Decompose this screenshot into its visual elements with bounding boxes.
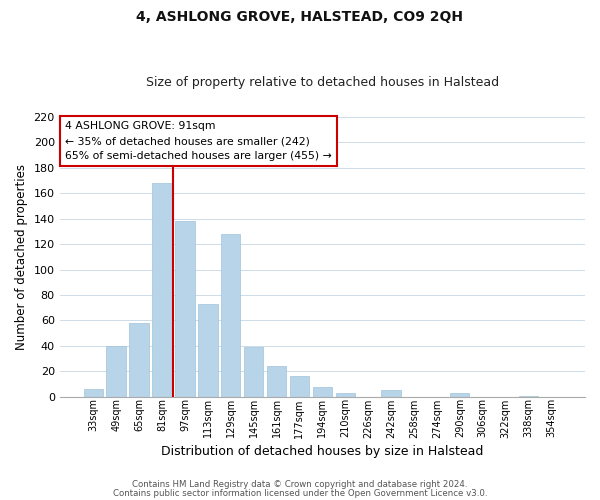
Bar: [106, 346, 126, 397]
Bar: [267, 366, 286, 397]
Bar: [335, 393, 355, 397]
Y-axis label: Number of detached properties: Number of detached properties: [15, 164, 28, 350]
Bar: [152, 183, 172, 397]
Text: 4, ASHLONG GROVE, HALSTEAD, CO9 2QH: 4, ASHLONG GROVE, HALSTEAD, CO9 2QH: [137, 10, 464, 24]
X-axis label: Distribution of detached houses by size in Halstead: Distribution of detached houses by size …: [161, 444, 484, 458]
Bar: [290, 376, 309, 397]
Bar: [244, 347, 263, 397]
Bar: [130, 323, 149, 397]
Text: Contains HM Land Registry data © Crown copyright and database right 2024.: Contains HM Land Registry data © Crown c…: [132, 480, 468, 489]
Bar: [221, 234, 241, 397]
Bar: [175, 222, 194, 397]
Bar: [198, 304, 218, 397]
Title: Size of property relative to detached houses in Halstead: Size of property relative to detached ho…: [146, 76, 499, 90]
Bar: [83, 389, 103, 397]
Bar: [313, 386, 332, 397]
Text: 4 ASHLONG GROVE: 91sqm
← 35% of detached houses are smaller (242)
65% of semi-de: 4 ASHLONG GROVE: 91sqm ← 35% of detached…: [65, 122, 332, 161]
Bar: [382, 390, 401, 397]
Text: Contains public sector information licensed under the Open Government Licence v3: Contains public sector information licen…: [113, 488, 487, 498]
Bar: [519, 396, 538, 397]
Bar: [450, 393, 469, 397]
